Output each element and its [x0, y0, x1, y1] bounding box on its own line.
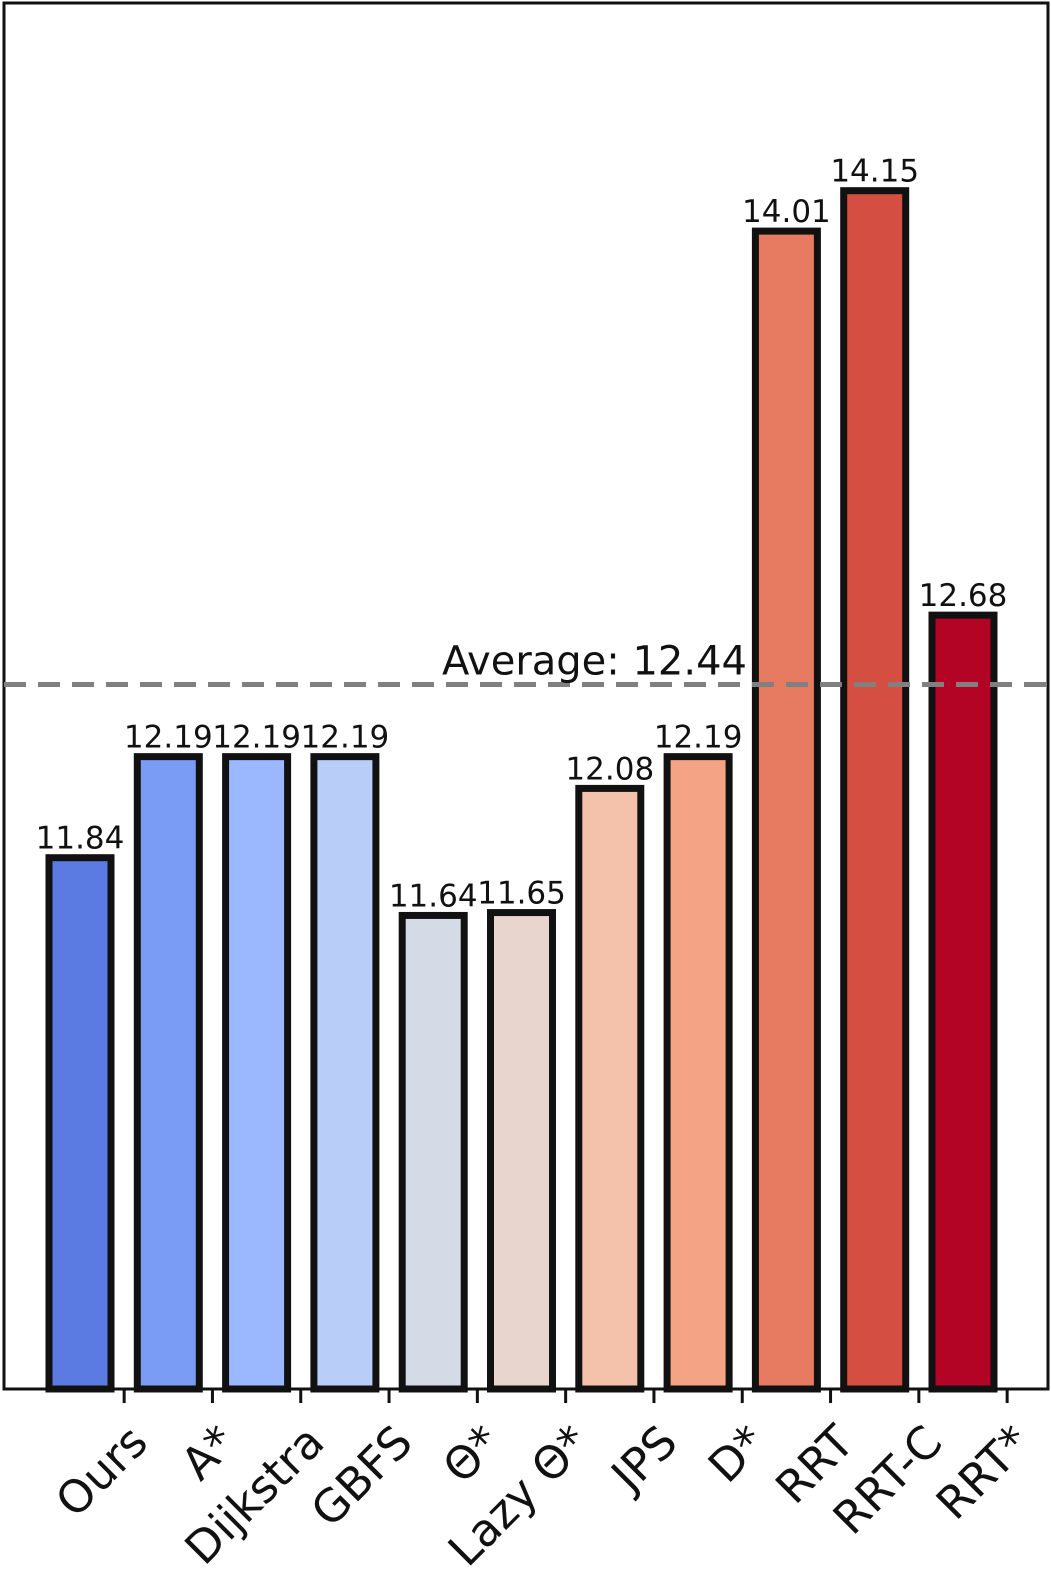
- bar-8: [751, 227, 821, 1393]
- value-label-0: 11.84: [36, 821, 125, 857]
- bar-6: [575, 784, 645, 1393]
- value-label-8: 14.01: [742, 194, 831, 230]
- bar-7: [663, 753, 733, 1393]
- x-tick-label-7: D*: [698, 1415, 776, 1493]
- value-label-9: 14.15: [830, 154, 919, 190]
- bar-9: [840, 187, 910, 1393]
- value-label-3: 12.19: [301, 720, 390, 756]
- bar-5: [487, 909, 556, 1393]
- value-label-2: 12.19: [212, 720, 301, 756]
- bar-0: [45, 854, 115, 1393]
- x-tick-label-6: JPS: [599, 1415, 687, 1503]
- x-tick-label-10: RRT*: [926, 1415, 1041, 1530]
- bar-4: [398, 911, 468, 1393]
- bars-group: [45, 187, 998, 1393]
- bar-10: [928, 611, 998, 1393]
- value-label-10: 12.68: [919, 578, 1008, 614]
- value-label-4: 11.64: [389, 878, 478, 914]
- x-tick-label-3: GBFS: [301, 1415, 423, 1537]
- value-label-6: 12.08: [565, 751, 654, 787]
- value-label-7: 12.19: [654, 720, 743, 756]
- value-label-1: 12.19: [124, 720, 213, 756]
- average-label: Average: 12.44: [442, 638, 747, 684]
- bar-3: [310, 753, 380, 1393]
- bar-2: [222, 753, 292, 1393]
- x-tick-label-0: Ours: [45, 1415, 157, 1527]
- bar-1: [133, 753, 203, 1393]
- x-ticks-group: [122, 1389, 1009, 1403]
- value-label-5: 11.65: [477, 876, 566, 912]
